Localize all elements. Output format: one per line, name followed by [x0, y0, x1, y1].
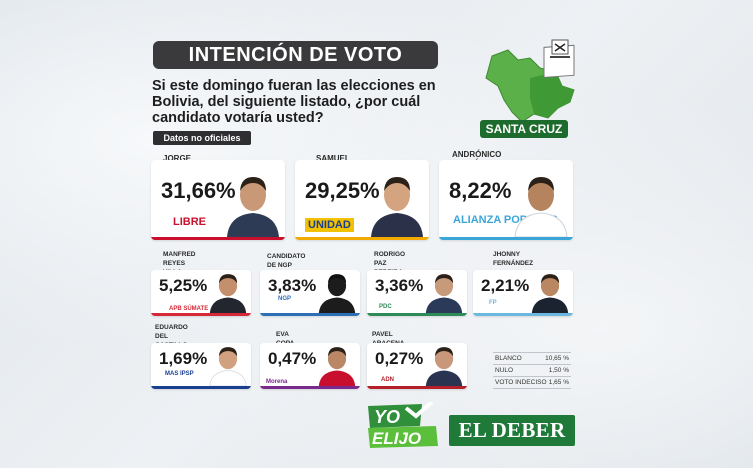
- candidate-photo: [425, 274, 463, 313]
- page-title: INTENCIÓN DE VOTO: [153, 41, 438, 69]
- party-color-bar: [151, 313, 251, 316]
- row-value: 10,65 %: [545, 355, 569, 362]
- candidate-box: 31,66% LIBRE: [151, 160, 285, 240]
- party-color-bar: [295, 237, 429, 240]
- candidate-photo: [514, 177, 568, 237]
- name-line-2: FERNÁNDEZ: [493, 260, 534, 267]
- vote-percent: 1,69%: [159, 349, 208, 368]
- vote-percent: 3,83%: [268, 276, 317, 295]
- name-line-1: RODRIGO: [374, 251, 406, 258]
- candidate-photo: [209, 274, 247, 313]
- party-color-bar: [473, 313, 573, 316]
- vote-percent: 0,47%: [268, 349, 317, 368]
- other-votes-table: BLANCO 10,65 % NULO 1,50 % VOTO INDECISO 1,…: [493, 352, 571, 389]
- elijo-text: ELIJO: [372, 429, 421, 448]
- vote-percent: 8,22%: [449, 178, 512, 203]
- candidate-photo: [531, 274, 569, 313]
- table-row: NULO 1,50 %: [493, 365, 571, 377]
- candidate-box: 8,22% ALIANZA POPULAR: [439, 160, 573, 240]
- name-line-1: ANDRÓNICO: [452, 150, 502, 159]
- survey-question: Si este domingo fueran las elecciones en…: [152, 78, 436, 126]
- candidate-box: 3,36% PDC: [367, 270, 467, 316]
- row-value: 1,65 %: [548, 379, 569, 386]
- region-badge: SANTA CRUZ: [480, 120, 568, 138]
- party-logo: Morena: [266, 379, 288, 385]
- bolivia-map-icon: [478, 38, 588, 138]
- party-logo: FP: [489, 300, 497, 306]
- name-line-1: EDUARDO: [155, 324, 188, 331]
- disclaimer-badge: Datos no oficiales: [153, 131, 251, 145]
- candidate-name: JHONNY FERNÁNDEZ: [493, 250, 533, 268]
- vote-percent: 5,25%: [159, 276, 208, 295]
- candidate-photo: [318, 274, 356, 313]
- party-color-bar: [151, 237, 285, 240]
- yo-elijo-logo: YO ELIJO: [366, 400, 442, 448]
- candidate-photo: [371, 177, 423, 237]
- candidate-box: 3,83% NGP: [260, 270, 360, 316]
- name-line-1: JHONNY: [493, 251, 521, 258]
- party-color-bar: [439, 237, 573, 240]
- row-label: NULO: [495, 367, 514, 374]
- party-logo: NGP: [278, 296, 292, 302]
- party-color-bar: [367, 386, 467, 389]
- party-logo: UNIDAD: [305, 218, 354, 232]
- name-line-1: SAMUEL: [316, 154, 350, 163]
- candidate-box: 2,21% FP: [473, 270, 573, 316]
- name-line-1: CANDIDATO: [267, 253, 306, 260]
- candidate-photo: [318, 347, 356, 386]
- row-label: BLANCO: [495, 355, 522, 362]
- party-logo: APB SÚMATE: [169, 306, 209, 312]
- table-row: BLANCO 10,65 %: [493, 352, 571, 365]
- table-row: VOTO INDECISO 1,65 %: [493, 377, 571, 389]
- vote-percent: 29,25%: [305, 178, 380, 203]
- party-color-bar: [151, 386, 251, 389]
- vote-percent: 31,66%: [161, 178, 236, 203]
- vote-percent: 0,27%: [375, 349, 424, 368]
- candidate-photo: [209, 347, 247, 386]
- vote-percent: 3,36%: [375, 276, 424, 295]
- candidate-box: 0,47% Morena: [260, 343, 360, 389]
- row-value: 1,50 %: [548, 367, 569, 374]
- party-color-bar: [260, 386, 360, 389]
- name-line-1: MANFRED: [163, 251, 196, 258]
- party-logo: LIBRE: [173, 216, 206, 228]
- vote-percent: 2,21%: [481, 276, 530, 295]
- candidate-photo: [425, 347, 463, 386]
- candidate-box: 5,25% APB SÚMATE: [151, 270, 251, 316]
- party-logo: PDC: [379, 304, 392, 310]
- candidate-box: 29,25% UNIDAD: [295, 160, 429, 240]
- party-color-bar: [260, 313, 360, 316]
- party-color-bar: [367, 313, 467, 316]
- yo-text: YO: [374, 407, 400, 427]
- party-logo: ADN: [381, 377, 394, 383]
- name-line-2: DE NGP: [267, 262, 292, 269]
- row-label: VOTO INDECISO: [495, 379, 547, 386]
- candidate-name: CANDIDATO DE NGP: [267, 252, 305, 270]
- candidate-box: 1,69% MAS IPSP: [151, 343, 251, 389]
- candidate-photo: [227, 177, 279, 237]
- party-logo: MAS IPSP: [165, 371, 194, 377]
- candidate-box: 0,27% ADN: [367, 343, 467, 389]
- el-deber-logo: EL DEBER: [449, 415, 575, 446]
